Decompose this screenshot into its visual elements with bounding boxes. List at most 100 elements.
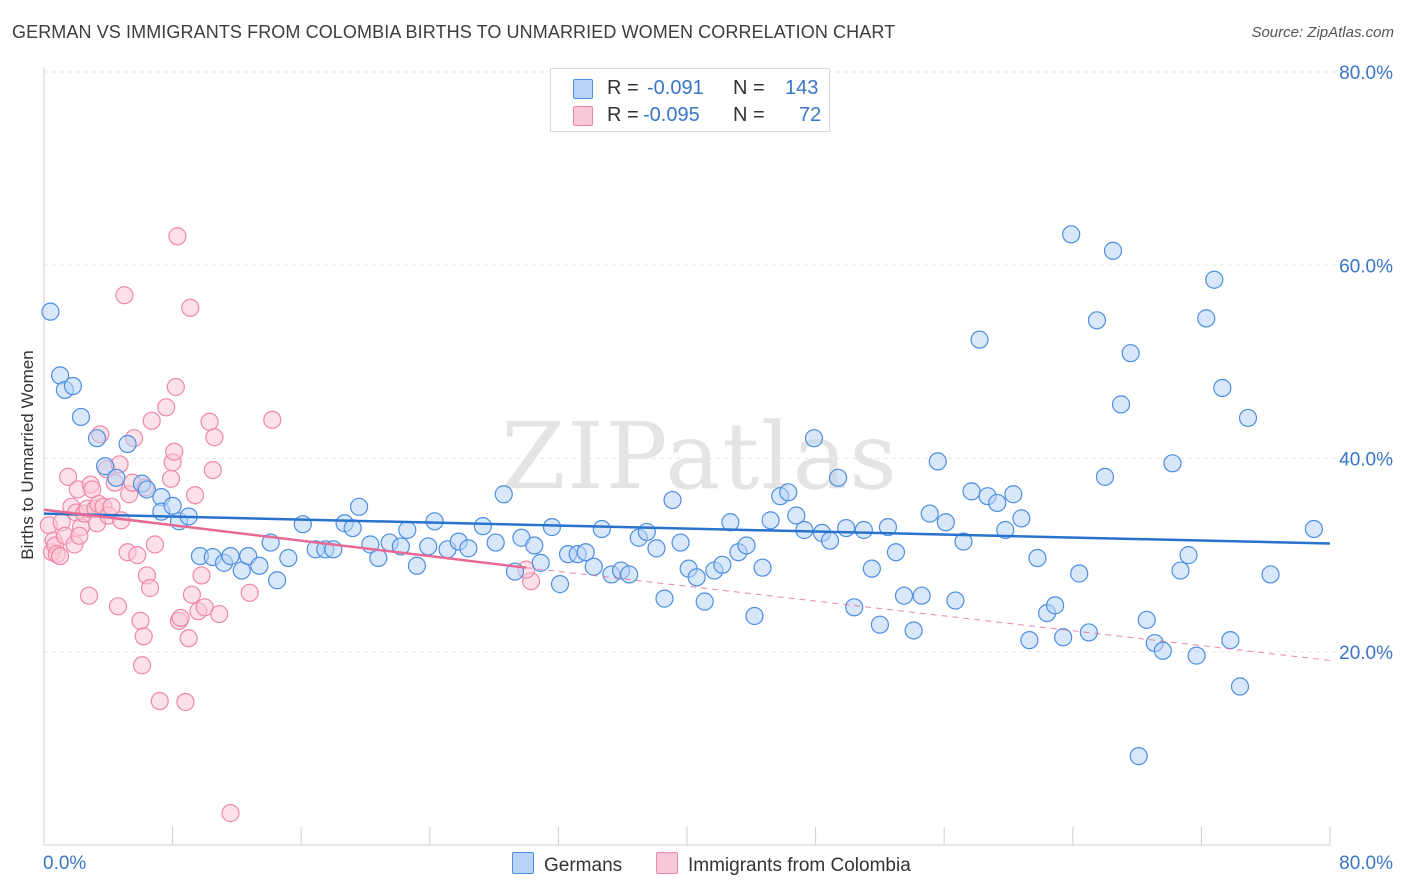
german-point (163, 496, 182, 515)
german-point (41, 302, 60, 321)
german-point (1062, 225, 1081, 244)
german-point (486, 533, 505, 552)
german-point (584, 557, 603, 576)
colombia-point (240, 583, 259, 602)
german-point (687, 568, 706, 587)
german-point (996, 520, 1015, 540)
german-point (647, 539, 666, 558)
german-point (1137, 610, 1156, 629)
colombia-point (157, 398, 176, 417)
german-point (671, 533, 690, 552)
colombia-point (179, 629, 198, 648)
y-tick-labels: 20.0% 40.0% 60.0% 80.0% (1339, 63, 1393, 664)
legend-n-value: 143 (785, 77, 819, 99)
german-point (912, 586, 931, 605)
colombia-point (59, 467, 78, 486)
german-point (391, 537, 410, 556)
german-point (1197, 309, 1216, 328)
german-point (655, 589, 674, 608)
german-point (779, 483, 798, 502)
german-point (250, 556, 269, 575)
bottom-legend-colombia: Immigrants from Colombia (656, 852, 911, 877)
colombia-point (203, 460, 222, 480)
x-tick-min: 0.0% (43, 853, 86, 874)
german-point (1163, 454, 1182, 473)
german-point (695, 592, 714, 611)
german-point (1221, 631, 1240, 650)
legend-r-value: -0.095 (643, 104, 700, 126)
german-point (663, 490, 682, 510)
german-point (1171, 561, 1190, 580)
colombia-point (221, 804, 240, 823)
legend-r-label: R = (607, 77, 639, 99)
colombia-point (150, 691, 169, 711)
colombia-point (140, 578, 160, 598)
german-point (820, 531, 840, 550)
colombia-point (132, 656, 152, 675)
german-point (531, 553, 550, 572)
german-point (592, 519, 611, 539)
colombia-point (79, 586, 99, 605)
german-point (71, 407, 91, 427)
german-point (1304, 519, 1324, 539)
german-point (1012, 509, 1031, 528)
german-point (1129, 747, 1148, 766)
colombia-point (142, 411, 161, 430)
legend-r-value: -0.091 (647, 77, 704, 99)
german-point (63, 376, 83, 396)
german-point (954, 532, 973, 551)
colombia-point (50, 546, 70, 566)
german-point (1054, 628, 1073, 647)
german-point (95, 457, 115, 476)
colombia-point (165, 442, 184, 461)
legend-n-label: N = (733, 77, 765, 99)
german-point (419, 537, 438, 556)
german-point (87, 429, 107, 448)
german-point (494, 485, 513, 504)
y-tick-label: 20.0% (1339, 643, 1393, 664)
german-point (1121, 344, 1140, 363)
colombia-point (145, 535, 165, 554)
german-point (761, 511, 780, 530)
german-point (854, 520, 873, 540)
german-point (745, 606, 764, 626)
y-tick-label: 40.0% (1339, 450, 1393, 471)
german-point (1046, 596, 1065, 615)
german-point (886, 543, 906, 562)
bottom-legend-swatch-blue (512, 852, 534, 874)
german-point (936, 513, 955, 532)
legend-swatch-blue (573, 79, 593, 99)
correlation-legend: R = -0.091 N = 143 R = -0.095 N = 72 (550, 68, 830, 132)
german-point (862, 559, 881, 578)
watermark: ZIPatlas (501, 403, 898, 510)
colombia-point (181, 298, 200, 317)
german-point (845, 598, 864, 617)
german-point (1230, 677, 1250, 696)
colombia-point (168, 227, 187, 246)
colombia-point (128, 546, 147, 565)
german-point (928, 452, 947, 471)
y-tick-label: 80.0% (1339, 63, 1393, 84)
colombia-point (192, 566, 211, 585)
colombia-point (161, 469, 181, 488)
german-point (1070, 564, 1089, 583)
german-point (459, 539, 478, 558)
german-point (118, 434, 137, 454)
bottom-legend-germans: Germans (512, 852, 622, 877)
german-point (1205, 270, 1224, 289)
german-point (946, 591, 965, 610)
colombia-point (263, 410, 282, 429)
legend-r-label: R = (607, 104, 639, 126)
german-point (1153, 641, 1172, 660)
y-tick-label: 60.0% (1339, 256, 1393, 277)
y-axis-label: Births to Unmarried Women (18, 350, 37, 559)
german-point (267, 571, 287, 590)
german-point (1087, 311, 1107, 330)
colombia-point (200, 412, 219, 431)
german-point (904, 621, 923, 640)
colombia-point (115, 286, 134, 305)
german-point (837, 518, 856, 538)
colombia-point (186, 486, 205, 505)
colombia-point (70, 526, 89, 545)
